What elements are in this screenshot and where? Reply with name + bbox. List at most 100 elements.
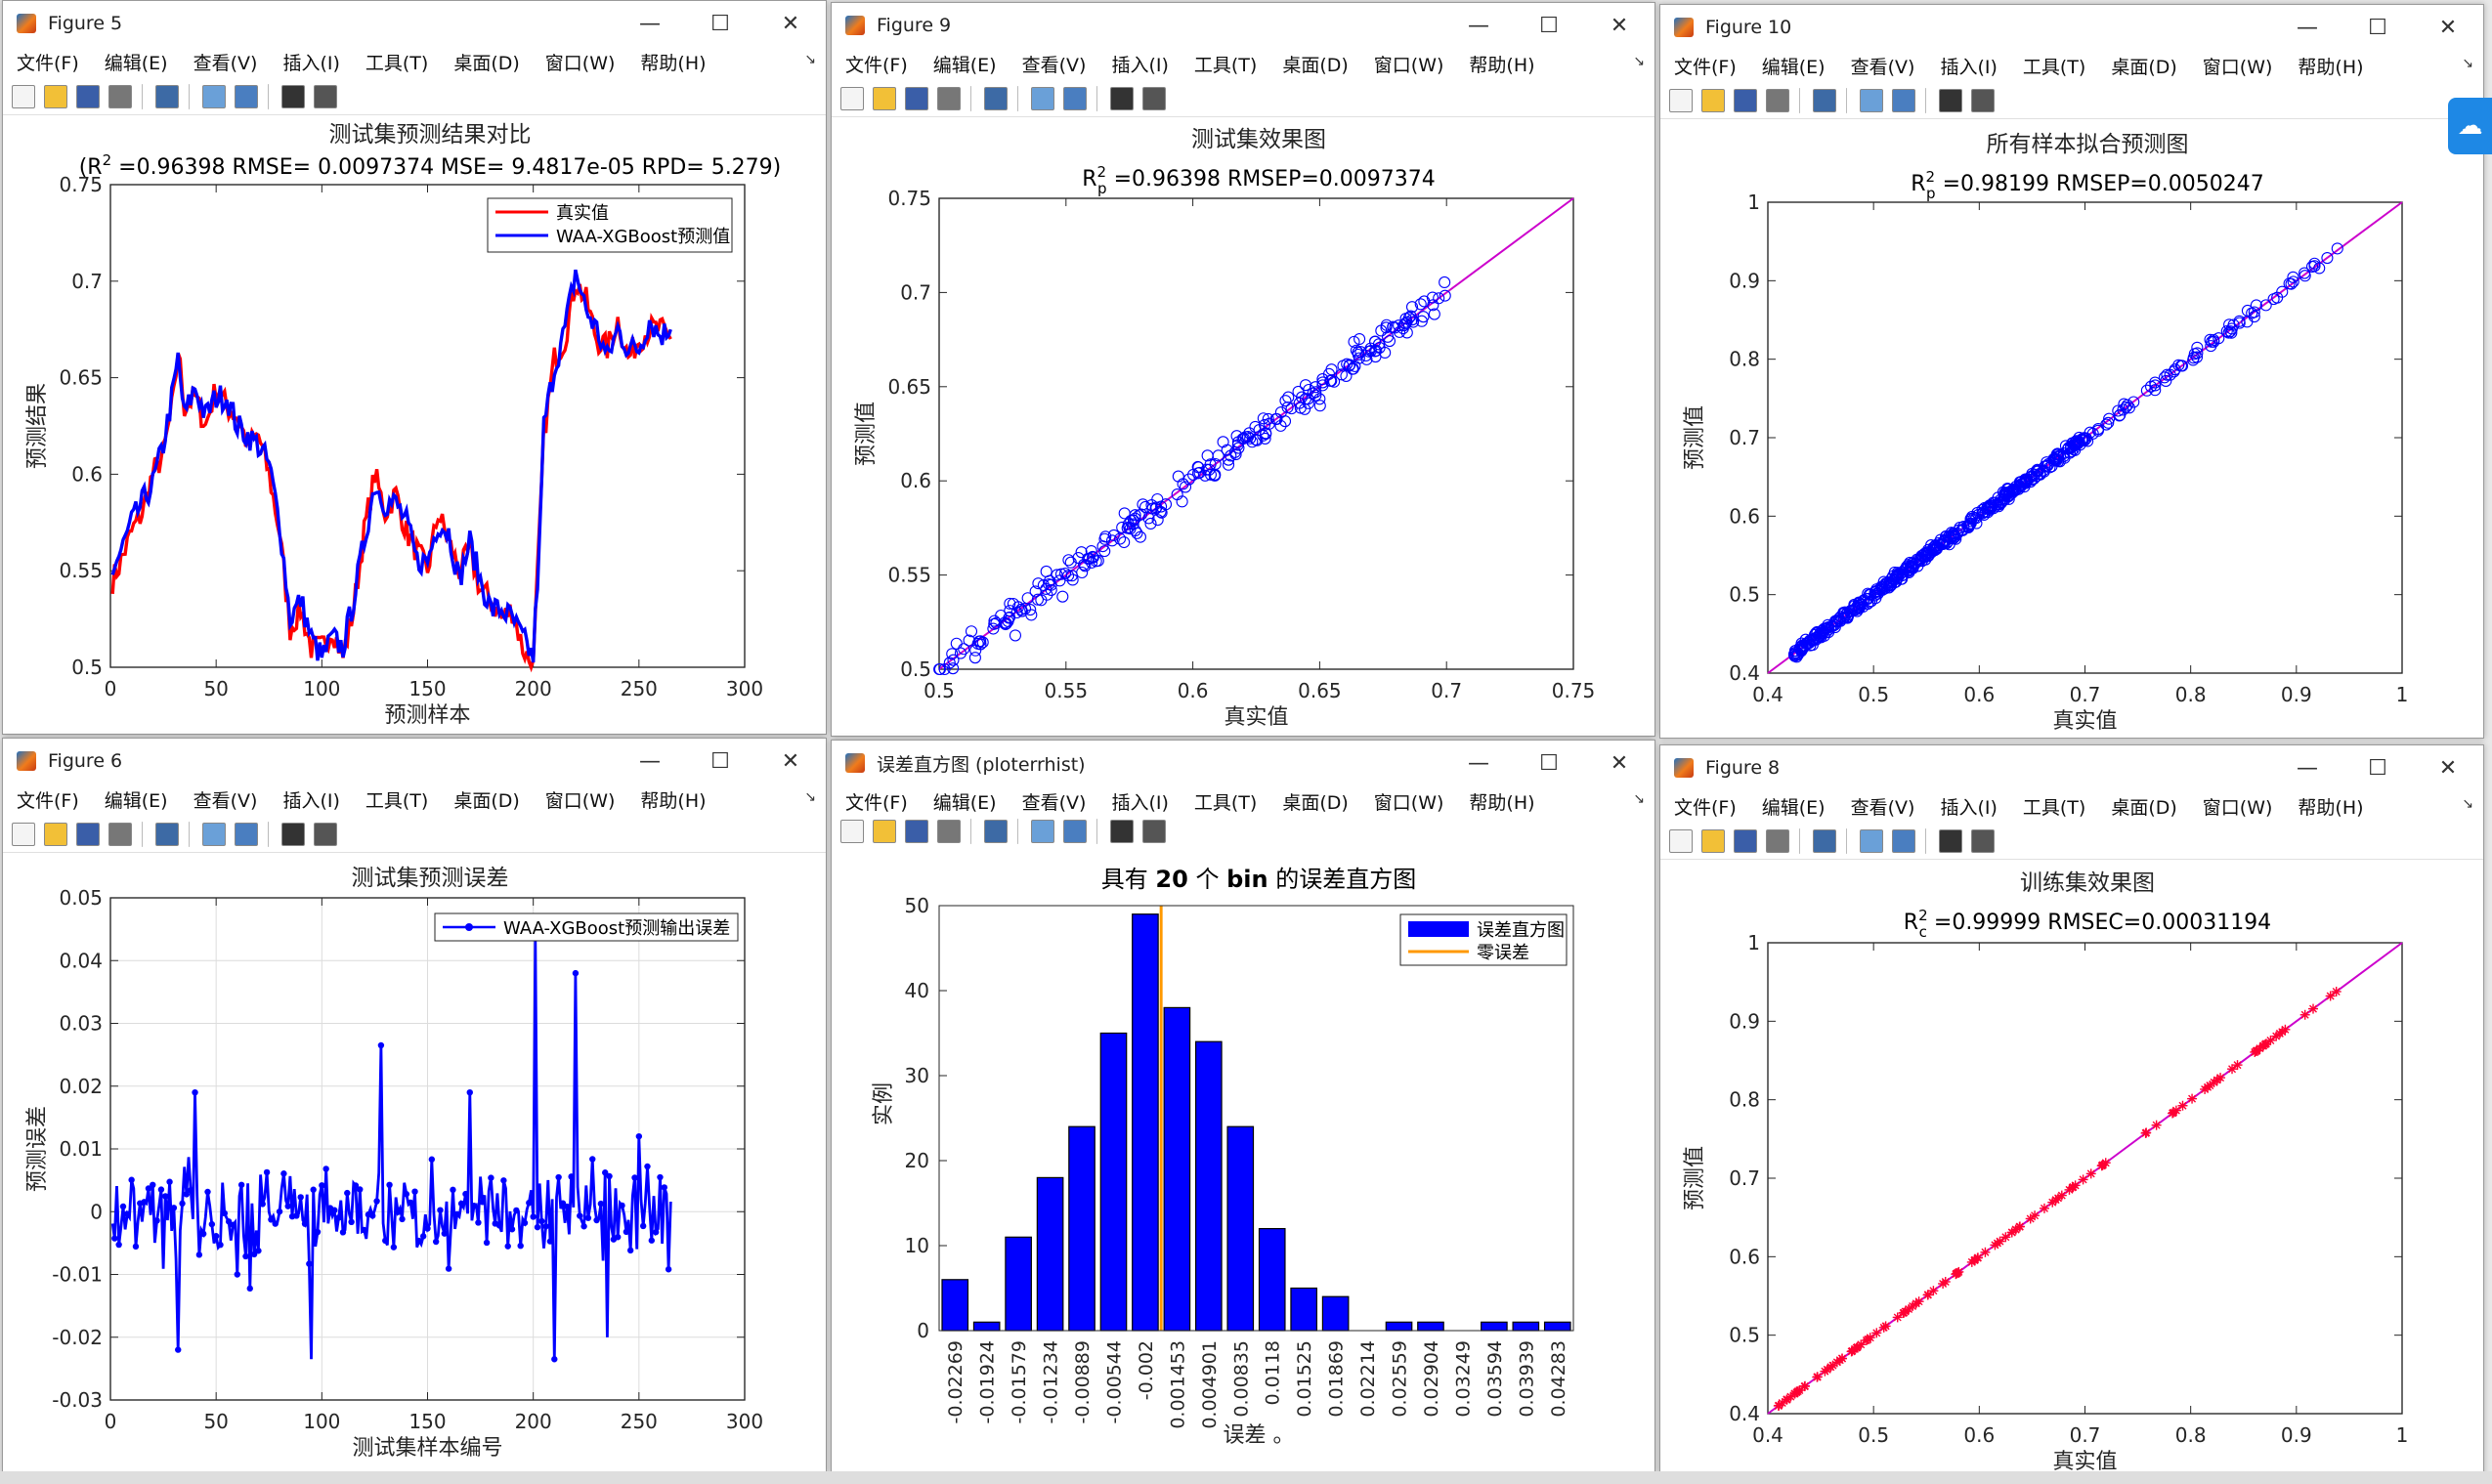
save-icon[interactable] bbox=[76, 85, 100, 108]
new-icon[interactable] bbox=[1669, 829, 1693, 853]
menu-edit[interactable]: 编辑(E) bbox=[932, 54, 997, 76]
open-icon[interactable] bbox=[873, 87, 896, 110]
new-icon[interactable] bbox=[12, 85, 35, 108]
open-icon[interactable] bbox=[1701, 829, 1725, 853]
title-bar[interactable]: 误差直方图 (ploterrhist) — ☐ ✕ bbox=[832, 741, 1654, 785]
legend-icon[interactable] bbox=[1892, 829, 1915, 853]
new-icon[interactable] bbox=[840, 820, 864, 843]
menu-view[interactable]: 查看(V) bbox=[1021, 54, 1087, 76]
dock-arrow-icon[interactable]: ↘ bbox=[2462, 796, 2473, 812]
menu-desktop[interactable]: 桌面(D) bbox=[453, 789, 520, 812]
legend-icon[interactable] bbox=[235, 85, 258, 108]
menu-help[interactable]: 帮助(H) bbox=[1469, 791, 1535, 814]
property-icon[interactable] bbox=[1971, 829, 1995, 853]
menu-tools[interactable]: 工具(T) bbox=[365, 789, 429, 812]
print-icon[interactable] bbox=[108, 823, 132, 846]
menu-window[interactable]: 窗口(W) bbox=[2202, 56, 2273, 78]
minimize-button[interactable]: — bbox=[639, 11, 661, 36]
save-icon[interactable] bbox=[1734, 829, 1757, 853]
dock-arrow-icon[interactable]: ↘ bbox=[2462, 56, 2473, 71]
print-icon[interactable] bbox=[937, 87, 961, 110]
menu-file[interactable]: 文件(F) bbox=[17, 789, 79, 812]
menu-window[interactable]: 窗口(W) bbox=[1373, 54, 1444, 76]
menu-desktop[interactable]: 桌面(D) bbox=[2111, 796, 2177, 819]
menu-view[interactable]: 查看(V) bbox=[1850, 796, 1915, 819]
close-button[interactable]: ✕ bbox=[1610, 13, 1629, 38]
maximize-button[interactable]: ☐ bbox=[710, 748, 730, 774]
menu-desktop[interactable]: 桌面(D) bbox=[1282, 791, 1349, 814]
title-bar[interactable]: Figure 6 — ☐ ✕ bbox=[3, 739, 826, 784]
menu-file[interactable]: 文件(F) bbox=[1674, 796, 1737, 819]
maximize-button[interactable]: ☐ bbox=[1539, 750, 1559, 776]
legend-icon[interactable] bbox=[1063, 87, 1087, 110]
maximize-button[interactable]: ☐ bbox=[1539, 13, 1559, 38]
property-icon[interactable] bbox=[1142, 820, 1166, 843]
close-button[interactable]: ✕ bbox=[781, 748, 800, 774]
pointer-icon[interactable] bbox=[1110, 87, 1134, 110]
menu-view[interactable]: 查看(V) bbox=[193, 52, 258, 74]
minimize-button[interactable]: — bbox=[2297, 15, 2318, 40]
minimize-button[interactable]: — bbox=[2297, 755, 2318, 781]
title-bar[interactable]: Figure 5 — ☐ ✕ bbox=[3, 1, 826, 46]
legend-icon[interactable] bbox=[1063, 820, 1087, 843]
cloud-sidebar-button[interactable]: ☁ bbox=[2448, 98, 2492, 154]
menu-desktop[interactable]: 桌面(D) bbox=[1282, 54, 1349, 76]
close-button[interactable]: ✕ bbox=[781, 11, 800, 36]
save-icon[interactable] bbox=[905, 87, 928, 110]
menu-insert[interactable]: 插入(I) bbox=[1940, 56, 1998, 78]
menu-help[interactable]: 帮助(H) bbox=[1469, 54, 1535, 76]
menu-file[interactable]: 文件(F) bbox=[845, 791, 908, 814]
link-icon[interactable] bbox=[155, 85, 179, 108]
title-bar[interactable]: Figure 8 — ☐ ✕ bbox=[1660, 745, 2483, 790]
menu-help[interactable]: 帮助(H) bbox=[2298, 56, 2364, 78]
menu-window[interactable]: 窗口(W) bbox=[1373, 791, 1444, 814]
new-icon[interactable] bbox=[840, 87, 864, 110]
menu-help[interactable]: 帮助(H) bbox=[640, 52, 707, 74]
open-icon[interactable] bbox=[873, 820, 896, 843]
pointer-icon[interactable] bbox=[1939, 829, 1962, 853]
title-bar[interactable]: Figure 9 — ☐ ✕ bbox=[832, 3, 1654, 48]
print-icon[interactable] bbox=[108, 85, 132, 108]
title-bar[interactable]: Figure 10 — ☐ ✕ bbox=[1660, 5, 2483, 50]
open-icon[interactable] bbox=[44, 85, 67, 108]
menu-tools[interactable]: 工具(T) bbox=[2022, 56, 2086, 78]
menu-file[interactable]: 文件(F) bbox=[1674, 56, 1737, 78]
menu-tools[interactable]: 工具(T) bbox=[2022, 796, 2086, 819]
print-icon[interactable] bbox=[1766, 829, 1789, 853]
minimize-button[interactable]: — bbox=[639, 748, 661, 774]
save-icon[interactable] bbox=[905, 820, 928, 843]
colorbar-icon[interactable] bbox=[202, 85, 226, 108]
property-icon[interactable] bbox=[314, 823, 337, 846]
dock-arrow-icon[interactable]: ↘ bbox=[804, 52, 816, 67]
pointer-icon[interactable] bbox=[1110, 820, 1134, 843]
link-icon[interactable] bbox=[1813, 89, 1836, 112]
dock-arrow-icon[interactable]: ↘ bbox=[804, 789, 816, 805]
print-icon[interactable] bbox=[937, 820, 961, 843]
menu-window[interactable]: 窗口(W) bbox=[544, 789, 616, 812]
minimize-button[interactable]: — bbox=[1468, 13, 1489, 38]
print-icon[interactable] bbox=[1766, 89, 1789, 112]
menu-edit[interactable]: 编辑(E) bbox=[104, 789, 168, 812]
pointer-icon[interactable] bbox=[281, 85, 305, 108]
menu-file[interactable]: 文件(F) bbox=[17, 52, 79, 74]
maximize-button[interactable]: ☐ bbox=[2368, 755, 2387, 781]
menu-help[interactable]: 帮助(H) bbox=[2298, 796, 2364, 819]
property-icon[interactable] bbox=[1142, 87, 1166, 110]
menu-tools[interactable]: 工具(T) bbox=[1193, 791, 1258, 814]
menu-view[interactable]: 查看(V) bbox=[1021, 791, 1087, 814]
pointer-icon[interactable] bbox=[1939, 89, 1962, 112]
menu-insert[interactable]: 插入(I) bbox=[282, 789, 340, 812]
menu-tools[interactable]: 工具(T) bbox=[365, 52, 429, 74]
menu-view[interactable]: 查看(V) bbox=[193, 789, 258, 812]
link-icon[interactable] bbox=[155, 823, 179, 846]
link-icon[interactable] bbox=[984, 87, 1008, 110]
colorbar-icon[interactable] bbox=[202, 823, 226, 846]
menu-help[interactable]: 帮助(H) bbox=[640, 789, 707, 812]
colorbar-icon[interactable] bbox=[1031, 820, 1054, 843]
open-icon[interactable] bbox=[1701, 89, 1725, 112]
close-button[interactable]: ✕ bbox=[2438, 755, 2458, 781]
menu-file[interactable]: 文件(F) bbox=[845, 54, 908, 76]
menu-insert[interactable]: 插入(I) bbox=[282, 52, 340, 74]
link-icon[interactable] bbox=[984, 820, 1008, 843]
menu-tools[interactable]: 工具(T) bbox=[1193, 54, 1258, 76]
